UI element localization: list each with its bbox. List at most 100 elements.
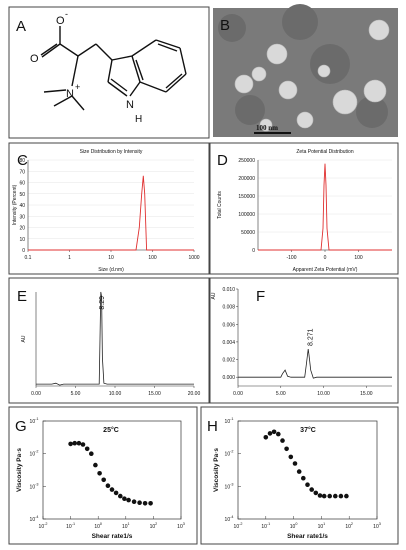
- data-point: [288, 454, 294, 460]
- plot-frame: [42, 420, 182, 520]
- x-tick-label: 10-1: [66, 522, 75, 530]
- y-tick-label: 20: [19, 226, 25, 232]
- data-point: [142, 501, 148, 506]
- panel-frame-d: [209, 142, 399, 275]
- data-point: [89, 451, 94, 457]
- x-tick-label: 100: [354, 255, 363, 261]
- y-tick-label: 10-3: [30, 482, 39, 490]
- data-point: [317, 493, 323, 498]
- data-point: [84, 446, 90, 452]
- x-tick-label: 0.00: [31, 391, 41, 397]
- x-tick-label: 10-2: [234, 522, 243, 530]
- y-tick-label: 200000: [238, 176, 255, 182]
- y-tick-label: 80: [19, 158, 25, 164]
- y-tick-label: 0.002: [222, 358, 235, 364]
- scale-bar-label: 100 nm: [256, 124, 278, 132]
- data-point: [109, 487, 115, 492]
- atom-o-double: O: [30, 53, 39, 65]
- chart-viscosity-25c: 10-4 10-3 10-2 10-1 10-2 10-1 100 101 102 103 Shea…: [16, 417, 185, 540]
- data-point: [68, 441, 73, 447]
- atom-n-ring: N: [126, 99, 134, 111]
- nanoparticles: [234, 19, 390, 132]
- x-axis-title: Shear rate1/s: [287, 533, 328, 540]
- data-point: [292, 461, 298, 466]
- data-point: [321, 493, 327, 499]
- data-point: [93, 462, 98, 468]
- series-line: [36, 291, 194, 386]
- data-point: [301, 475, 306, 481]
- atom-o-minus: O: [56, 15, 65, 27]
- x-tick-label: 102: [150, 522, 158, 530]
- data-point: [101, 477, 106, 483]
- y-tick-label: 0.004: [222, 340, 235, 346]
- structure-bonds: [40, 26, 187, 111]
- x-tick-label: 101: [318, 522, 326, 530]
- chart-viscosity-37c: 10-4 10-3 10-2 10-1 10-2 10-1 100 101 102 103 Shea…: [213, 417, 381, 540]
- data-point: [305, 482, 310, 488]
- x-tick-label: 102: [345, 522, 353, 530]
- chart-hplc-f: 0.000 0.002 0.004 0.006 0.008 0.010 0.00 5.00 10…: [211, 287, 392, 397]
- atom-h: H: [135, 114, 142, 125]
- x-tick-label: 0.1: [25, 255, 32, 261]
- data-point: [267, 431, 273, 436]
- y-axis-title: Viscosity Pa·s: [213, 448, 220, 492]
- panel-frame-c: [8, 142, 210, 275]
- data-point: [313, 490, 319, 496]
- x-tick-label: 100: [94, 522, 102, 530]
- x-tick-label: 0: [324, 255, 327, 261]
- panel-frame-a: [8, 6, 210, 139]
- y-tick-label: 10: [19, 237, 25, 243]
- panel-frame-e: [8, 277, 210, 404]
- data-point: [276, 431, 281, 437]
- data-point: [338, 493, 344, 499]
- data-point: [76, 440, 82, 446]
- data-point: [333, 493, 338, 499]
- y-tick-label: 0.006: [222, 322, 235, 328]
- y-tick-label: 60: [19, 181, 25, 187]
- data-point: [263, 435, 269, 440]
- y-tick-label: 0.000: [222, 375, 235, 381]
- y-tick-label: 0.010: [222, 287, 235, 293]
- y-axis-title: Viscosity Pa·s: [16, 448, 23, 492]
- x-tick-label: 100: [290, 522, 298, 530]
- x-axis-title: Shear rate1/s: [92, 533, 133, 540]
- atom-n-plus: N: [66, 88, 74, 100]
- x-axis-title: Apparent Zeta Potential (mV): [293, 267, 358, 273]
- data-point: [284, 446, 289, 452]
- x-tick-label: 1: [68, 255, 71, 261]
- data-point: [309, 487, 315, 492]
- data-point: [126, 497, 131, 503]
- panel-a: A O - O: [16, 9, 187, 125]
- x-tick-label: 15.00: [360, 391, 373, 397]
- panel-letter-b: B: [220, 17, 230, 34]
- panel-b: B 100 nm: [213, 4, 398, 137]
- atom-n-plus-charge: +: [75, 82, 80, 92]
- data-point: [72, 440, 77, 446]
- panel-frame-g: [8, 406, 198, 545]
- series-line: [258, 163, 392, 251]
- panel-letter-g: G: [15, 418, 27, 435]
- chart-hplc-e: 0.00 5.00 10.00 15.00 20.00 AU 8.29: [21, 291, 200, 397]
- y-axis-title: AU: [211, 292, 217, 299]
- y-tick-label: 10-3: [225, 482, 234, 490]
- panel-letter-d: D: [217, 152, 228, 169]
- data-point: [118, 493, 123, 499]
- plot-frame: [237, 420, 378, 520]
- y-axis-title: AU: [21, 335, 27, 342]
- y-axis-title: Intensity (Percent): [12, 184, 18, 225]
- panel-letter-a: A: [16, 18, 26, 35]
- y-tick-label: 0: [22, 248, 25, 254]
- x-tick-label: -100: [286, 255, 296, 261]
- data-point: [113, 490, 119, 496]
- x-tick-label: 10: [108, 255, 114, 261]
- x-tick-label: 103: [177, 522, 185, 530]
- chart-size-distribution: Size Distribution by Intensity 0 10 20 30 40 5…: [12, 149, 200, 273]
- x-tick-label: 0.00: [233, 391, 243, 397]
- x-tick-label: 10.00: [317, 391, 330, 397]
- panel-frame-h: [200, 406, 399, 545]
- peak-label: 8.29: [99, 296, 106, 310]
- x-tick-label: 1000: [188, 255, 199, 261]
- x-tick-label: 101: [122, 522, 130, 530]
- x-tick-label: 5.00: [276, 391, 286, 397]
